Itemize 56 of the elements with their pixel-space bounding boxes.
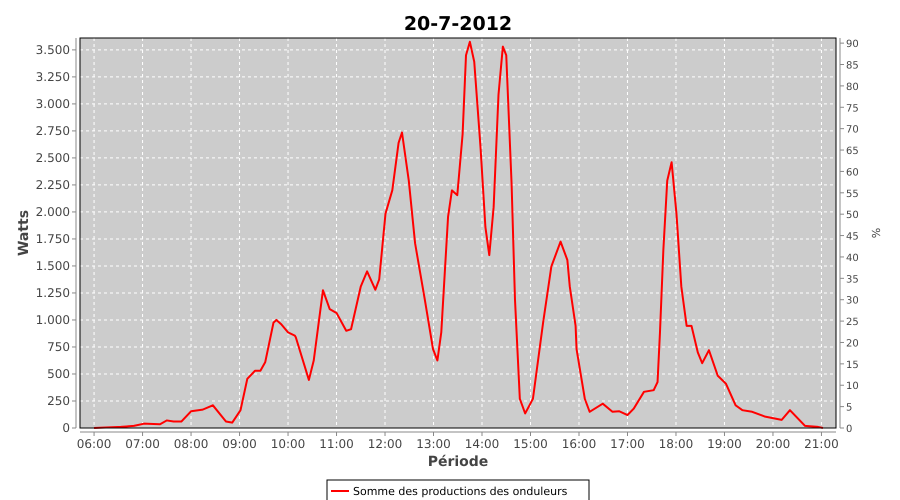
y2-tick-label: 40 <box>846 252 859 264</box>
y2-tick-label: 65 <box>846 146 859 158</box>
y-tick-label: 2.250 <box>36 178 70 192</box>
y2-tick-label: 0 <box>846 424 852 435</box>
y2-tick-label: 35 <box>846 274 859 286</box>
y-tick-label: 1.000 <box>36 312 70 327</box>
x-tick-label: 14:00 <box>464 437 500 451</box>
y-axis-title: Watts <box>16 210 32 256</box>
y2-tick-label: 15 <box>846 360 859 371</box>
y2-tick-label: 5 <box>846 402 852 414</box>
y2-tick-label: 60 <box>846 167 859 178</box>
x-tick-label: 08:00 <box>174 437 208 451</box>
x-tick-label: 15:00 <box>513 437 548 451</box>
y-tick-label: 750 <box>47 340 70 354</box>
legend-label: Somme des productions des onduleurs <box>353 485 568 498</box>
y2-tick-label: 90 <box>846 39 859 50</box>
y-tick-label: 2.750 <box>36 124 70 138</box>
x-tick-label: 20:00 <box>756 437 790 451</box>
y-tick-label: 2.000 <box>36 204 70 219</box>
x-tick-label: 16:00 <box>562 437 596 451</box>
y2-tick-label: 80 <box>846 82 859 93</box>
x-tick-label: 10:00 <box>270 437 306 451</box>
x-tick-label: 12:00 <box>368 437 402 451</box>
y2-tick-label: 75 <box>846 103 859 114</box>
y2-tick-label: 55 <box>846 188 859 200</box>
y2-tick-label: 10 <box>846 381 859 392</box>
x-tick-label: 21:00 <box>804 437 839 451</box>
y2-axis-title: % <box>870 228 883 238</box>
y-tick-label: 3.000 <box>36 96 70 111</box>
x-axis-title: Période <box>428 454 488 470</box>
line-series <box>93 40 824 429</box>
y-tick-label: 0 <box>62 421 70 435</box>
y2-tick-label: 85 <box>846 60 859 72</box>
y2-tick-label: 45 <box>846 232 859 243</box>
y-tick-label: 2.500 <box>36 150 70 165</box>
x-tick-label: 07:00 <box>125 437 160 451</box>
y2-tick-label: 30 <box>846 296 859 307</box>
x-tick-label: 11:00 <box>319 437 354 451</box>
x-tick-label: 18:00 <box>658 437 694 451</box>
x-tick-label: 09:00 <box>222 437 257 451</box>
y-tick-label: 250 <box>47 394 70 408</box>
y2-tick-label: 25 <box>846 317 859 328</box>
y-tick-label: 1.250 <box>36 286 70 300</box>
y-tick-label: 3.500 <box>36 42 70 57</box>
x-tick-label: 06:00 <box>76 437 112 451</box>
y2-tick-label: 20 <box>846 338 859 350</box>
x-tick-label: 19:00 <box>707 437 742 451</box>
y2-tick-label: 50 <box>846 210 859 222</box>
y2-tick-label: 70 <box>846 124 859 136</box>
chart-title: 20-7-2012 <box>404 13 512 35</box>
x-tick-label: 17:00 <box>610 437 645 451</box>
y-tick-label: 500 <box>47 366 70 381</box>
y-tick-label: 3.250 <box>36 70 70 84</box>
x-tick-label: 13:00 <box>416 437 451 451</box>
y-tick-label: 1.500 <box>36 258 70 273</box>
y-tick-label: 1.750 <box>36 232 70 246</box>
